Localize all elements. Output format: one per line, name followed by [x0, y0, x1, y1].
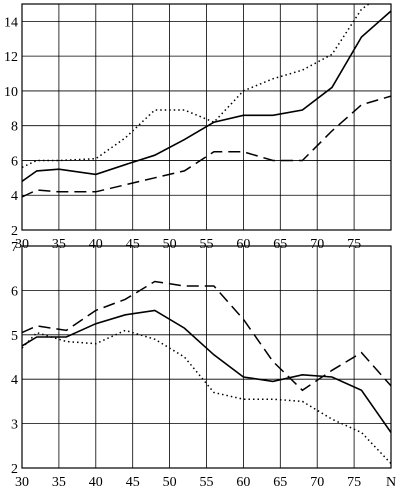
x-tick-label: 75 — [347, 475, 361, 490]
x-tick-label: 65 — [273, 475, 287, 490]
x-tick-label: 50 — [163, 237, 177, 252]
plot-frame — [21, 3, 392, 231]
x-tick-label: 45 — [126, 475, 140, 490]
y-tick-label: 2 — [11, 224, 18, 239]
y-tick-label: 4 — [11, 189, 18, 204]
x-tick-label: 55 — [200, 237, 214, 252]
x-tick-label: 60 — [236, 237, 250, 252]
y-tick-label: 3 — [11, 418, 18, 433]
series-dashed-line — [22, 95, 391, 198]
y-tick-label: 14 — [4, 15, 18, 30]
series-dotted-line — [22, 4, 370, 169]
x-tick-label: 55 — [200, 475, 214, 490]
y-tick-label: 5 — [11, 329, 18, 344]
x-tick-label: 60 — [236, 475, 250, 490]
x-tick-label: 30 — [15, 237, 29, 252]
y-tick-label: 6 — [11, 284, 18, 299]
y-tick-label: 4 — [11, 373, 18, 388]
x-tick-label: 35 — [52, 475, 66, 490]
x-tick-label: 45 — [126, 237, 140, 252]
series-dotted-line — [22, 329, 391, 465]
x-tick-label: 50 — [163, 475, 177, 490]
y-tick-label: 12 — [4, 50, 18, 65]
series-solid-line — [22, 309, 391, 433]
plot-frame — [21, 245, 392, 469]
series-solid-line — [22, 10, 391, 182]
x-tick-label: 75 — [347, 237, 361, 252]
y-tick-label: 7 — [11, 240, 18, 255]
y-tick-label: 10 — [4, 85, 18, 100]
x-tick-label: 40 — [89, 237, 103, 252]
y-tick-label: 6 — [11, 154, 18, 169]
x-tick-label: 35 — [52, 237, 66, 252]
y-tick-label: 8 — [11, 120, 18, 135]
x-tick-label: 70 — [310, 475, 324, 490]
x-tick-label: 30 — [15, 475, 29, 490]
x-tick-label: 40 — [89, 475, 103, 490]
x-tick-label: 70 — [310, 237, 324, 252]
chart-panel-0: 2 4 6 8 10 12 14 30 35 40 45 50 55 60 65 70 75 — [4, 3, 392, 252]
x-tick-label: N — [386, 475, 396, 490]
x-tick-label: 65 — [273, 237, 287, 252]
y-tick-label: 2 — [11, 462, 18, 477]
